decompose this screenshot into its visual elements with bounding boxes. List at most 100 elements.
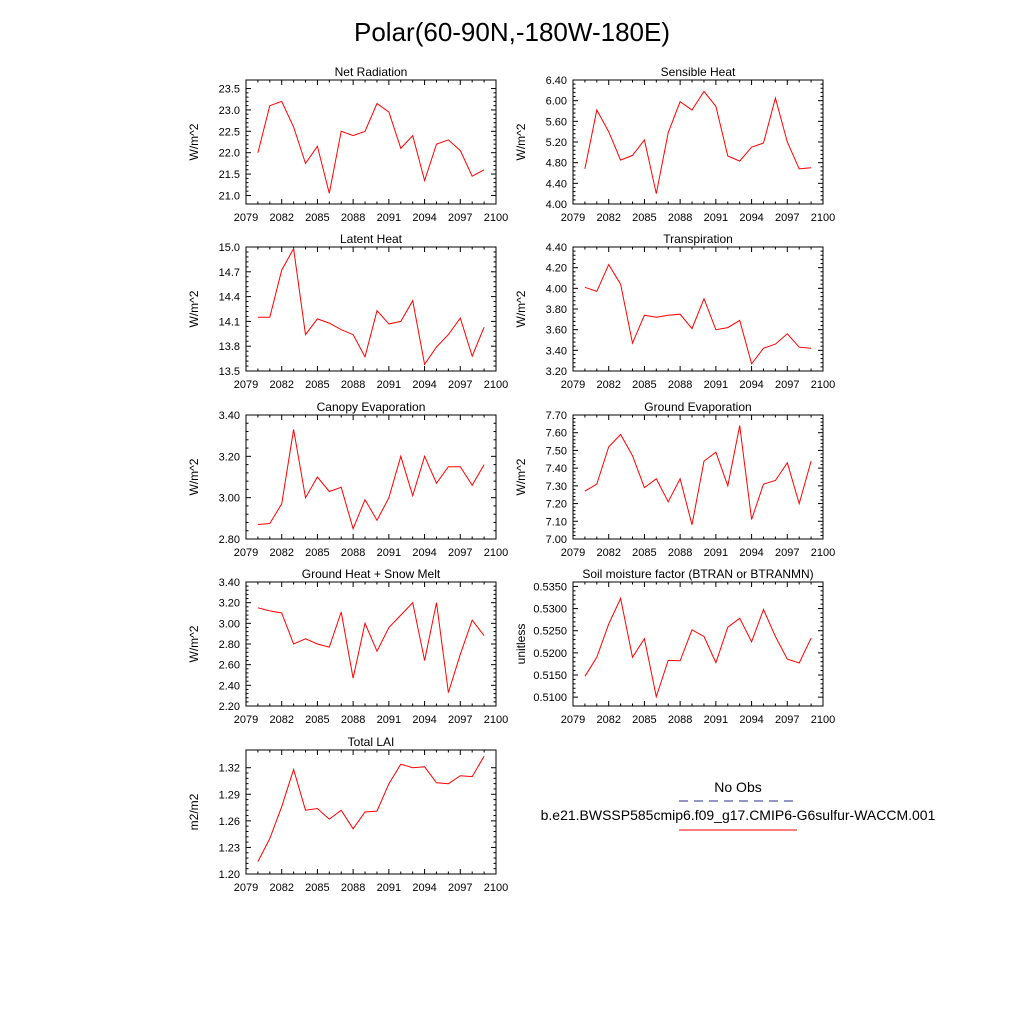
plot-frame	[245, 749, 497, 875]
x-tick-label: 2100	[811, 714, 835, 726]
x-tick-label: 2100	[484, 714, 508, 726]
x-tick-label: 2097	[775, 547, 799, 559]
x-tick-label: 2082	[269, 379, 293, 391]
x-tick-label: 2097	[775, 714, 799, 726]
y-axis-label: W/m^2	[187, 123, 201, 160]
x-tick-label: 2097	[448, 714, 472, 726]
x-tick-label: 2082	[596, 714, 620, 726]
x-tick-label: 2088	[668, 379, 692, 391]
y-tick-label: 0.5200	[533, 648, 567, 660]
x-tick-label: 2097	[775, 212, 799, 224]
y-tick-label: 4.00	[546, 199, 567, 211]
y-axis-label: unitless	[514, 624, 528, 665]
y-tick-label: 14.7	[219, 267, 240, 279]
plot-frame	[245, 581, 497, 707]
y-tick-label: 14.1	[219, 316, 240, 328]
x-tick-label: 2085	[305, 882, 329, 894]
panel-title: Latent Heat	[340, 232, 403, 246]
x-tick-label: 2094	[739, 212, 763, 224]
x-tick-label: 2091	[704, 212, 728, 224]
y-tick-label: 4.40	[546, 242, 567, 254]
y-tick-label: 2.40	[219, 680, 240, 692]
x-tick-label: 2097	[448, 379, 472, 391]
x-tick-label: 2082	[269, 547, 293, 559]
plot-frame	[572, 581, 824, 707]
y-tick-label: 2.20	[219, 701, 240, 713]
y-tick-label: 5.60	[546, 116, 567, 128]
y-tick-label: 22.5	[219, 126, 240, 138]
y-tick-label: 0.5100	[533, 692, 567, 704]
x-tick-label: 2082	[596, 379, 620, 391]
y-tick-label: 0.5350	[533, 581, 567, 593]
x-tick-label: 2088	[668, 714, 692, 726]
series-line	[257, 755, 485, 862]
series-line	[584, 425, 812, 525]
x-tick-label: 2082	[269, 882, 293, 894]
x-tick-label: 2091	[377, 212, 401, 224]
y-tick-label: 1.29	[219, 789, 240, 801]
x-tick-label: 2094	[412, 547, 436, 559]
y-axis-label: W/m^2	[187, 290, 201, 327]
y-tick-label: 7.60	[546, 428, 567, 440]
x-tick-label: 2085	[305, 714, 329, 726]
x-tick-label: 2085	[632, 714, 656, 726]
x-tick-label: 2091	[377, 714, 401, 726]
y-tick-label: 15.0	[219, 242, 240, 254]
x-tick-label: 2100	[811, 212, 835, 224]
panel-title: Soil moisture factor (BTRAN or BTRANMN)	[582, 567, 813, 581]
y-tick-label: 1.23	[219, 842, 240, 854]
plot-frame	[572, 414, 824, 540]
y-tick-label: 3.20	[219, 598, 240, 610]
y-tick-label: 6.40	[546, 75, 567, 87]
y-tick-label: 0.5250	[533, 626, 567, 638]
panel-title: Net Radiation	[335, 65, 408, 79]
y-tick-label: 7.10	[546, 516, 567, 528]
y-tick-label: 7.50	[546, 445, 567, 457]
y-tick-label: 5.20	[546, 137, 567, 149]
y-tick-label: 13.5	[219, 366, 240, 378]
plot-frame	[245, 79, 497, 205]
chart-panel: Sensible Heat W/m^2 2079 2082 2085 2088 2091 20…	[514, 65, 835, 224]
panel-title: Total LAI	[348, 735, 395, 749]
y-tick-label: 1.26	[219, 816, 240, 828]
y-tick-label: 4.80	[546, 158, 567, 170]
y-tick-label: 21.0	[219, 190, 240, 202]
x-tick-label: 2088	[341, 714, 365, 726]
x-tick-label: 2091	[377, 547, 401, 559]
x-tick-label: 2079	[234, 379, 258, 391]
x-tick-label: 2079	[561, 714, 585, 726]
x-tick-label: 2094	[412, 714, 436, 726]
x-tick-label: 2100	[811, 547, 835, 559]
legend: No Obs b.e21.BWSSP585cmip6.f09_g17.CMIP6…	[541, 779, 936, 831]
x-tick-label: 2088	[341, 212, 365, 224]
x-tick-label: 2079	[234, 212, 258, 224]
y-tick-label: 3.00	[219, 618, 240, 630]
y-tick-label: 21.5	[219, 169, 240, 181]
y-tick-label: 23.0	[219, 105, 240, 117]
x-tick-label: 2091	[377, 882, 401, 894]
panel-title: Ground Evaporation	[644, 400, 751, 414]
panel-title: Sensible Heat	[661, 65, 736, 79]
y-tick-label: 23.5	[219, 84, 240, 96]
x-tick-label: 2097	[448, 212, 472, 224]
x-tick-label: 2100	[484, 379, 508, 391]
y-tick-label: 6.00	[546, 96, 567, 108]
x-tick-label: 2097	[448, 547, 472, 559]
x-tick-label: 2094	[412, 212, 436, 224]
y-tick-label: 13.8	[219, 341, 240, 353]
x-tick-label: 2079	[561, 379, 585, 391]
series-line	[584, 596, 812, 699]
x-tick-label: 2082	[269, 714, 293, 726]
chart-panel: Ground Heat + Snow Melt W/m^2 2079 2082 2085…	[187, 567, 508, 726]
x-tick-label: 2079	[234, 882, 258, 894]
x-tick-label: 2082	[269, 212, 293, 224]
chart-panel: Ground Evaporation W/m^2 2079 2082 2085 2088 2…	[514, 400, 835, 559]
chart-panel: Total LAI m2/m2 2079 2082 2085 2088 2091 2094 20…	[187, 735, 508, 894]
x-tick-label: 2079	[561, 547, 585, 559]
series-line	[257, 429, 485, 531]
x-tick-label: 2097	[775, 379, 799, 391]
y-tick-label: 1.20	[219, 869, 240, 881]
x-tick-label: 2082	[596, 547, 620, 559]
y-tick-label: 1.32	[219, 763, 240, 775]
chart-panel: Soil moisture factor (BTRAN or BTRANMN) u…	[514, 567, 835, 726]
